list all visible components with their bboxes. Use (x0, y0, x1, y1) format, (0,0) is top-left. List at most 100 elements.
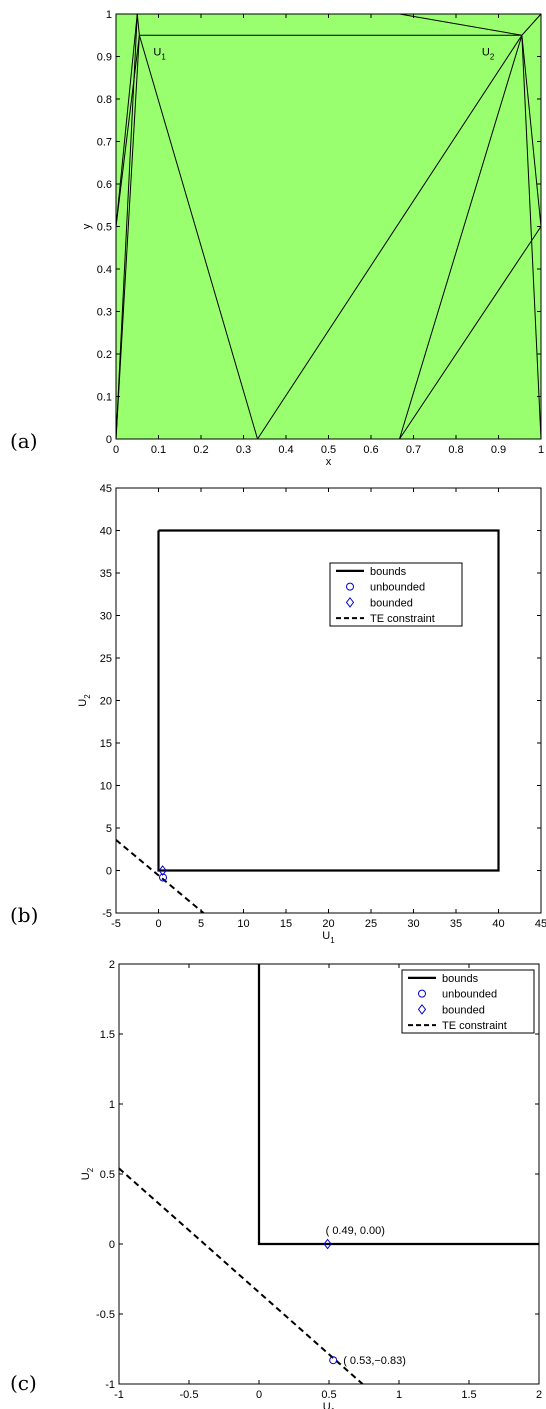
mesh-edge (521, 13, 542, 36)
a-ytick-label: 0.3 (97, 307, 112, 319)
c-xtick-label: 1.5 (461, 1389, 476, 1401)
b-legend-label: TE constraint (370, 613, 435, 625)
a-xtick-label: 0.9 (491, 444, 506, 456)
mesh-edge (399, 226, 542, 440)
c-annotation-bounded: ( 0.49, 0.00) (326, 1225, 385, 1237)
c-legend-swatch-unbounded (418, 989, 426, 998)
c-ytick-label: -0.5 (96, 1309, 115, 1321)
c-legend-box (401, 969, 535, 1034)
b-legend-swatch-bounded (345, 597, 355, 608)
a-xtick-label: 0.2 (193, 444, 208, 456)
panel-label-b: (b) (10, 903, 38, 927)
a-ytick-label: 0.1 (97, 392, 112, 404)
mesh-edge (115, 35, 140, 440)
mesh-edge (115, 35, 140, 227)
a-xtick-label: 0.8 (448, 444, 463, 456)
b-ytick-label: 5 (106, 823, 112, 835)
x-axis-label-b: U1 (322, 930, 335, 945)
mesh-edge (398, 35, 523, 440)
b-ytick-label: 15 (100, 738, 112, 750)
b-ytick-label: 0 (106, 866, 112, 878)
b-xtick-label: 40 (492, 918, 504, 930)
a-xtick-label: 0.7 (406, 444, 421, 456)
b-ytick-label: 10 (100, 781, 112, 793)
c-legend-label: unbounded (442, 989, 497, 1001)
c-ytick-label: 1 (109, 1099, 115, 1111)
mesh-edge (115, 13, 138, 440)
b-ytick-label: 35 (100, 568, 112, 580)
c-annotation-unbounded: ( 0.53,−0.83) (343, 1355, 406, 1367)
a-xtick-label: 1 (538, 444, 544, 456)
a-xtick-label: 0.6 (363, 444, 378, 456)
y-axis-label-a: y (81, 223, 93, 229)
mesh-edge (521, 35, 542, 440)
c-plot-area (119, 964, 539, 1384)
c-xtick-label: -0.5 (180, 1389, 199, 1401)
b-xtick-label: 0 (155, 918, 161, 930)
axes-frame-b (115, 487, 542, 914)
b-legend-swatch-unbounded (346, 582, 354, 591)
c-bounds-line (257, 964, 539, 1246)
b-ytick-label: 20 (100, 696, 112, 708)
c-ytick-label: 0.5 (100, 1169, 115, 1181)
mesh-edge (257, 34, 523, 440)
c-bounded-marker (323, 1238, 332, 1250)
c-xtick-label: 1 (396, 1389, 402, 1401)
c-legend-swatch-bounded (417, 1004, 427, 1015)
mesh-edge (399, 13, 522, 36)
b-xtick-label: 5 (198, 918, 204, 930)
b-legend-label: unbounded (370, 582, 425, 594)
panel-c-bounds-zoom: ( 0.49, 0.00) ( 0.53,−0.83) -1 -0.5 0 0.5 1 1.5… (80, 959, 542, 1409)
mesh-edge (138, 35, 259, 440)
b-legend-label: bounded (370, 597, 413, 609)
x-axis-label-c: U1 (323, 1401, 336, 1409)
a-ytick-label: 0.7 (97, 137, 112, 149)
c-ytick-label: 1.5 (100, 1029, 115, 1041)
b-xtick-label: 15 (280, 918, 292, 930)
a-xtick-label: 0.5 (321, 444, 336, 456)
c-legend-label: bounded (442, 1004, 485, 1016)
b-xtick-label: 25 (365, 918, 377, 930)
b-ytick-label: 25 (100, 653, 112, 665)
b-xtick-label: 30 (407, 918, 419, 930)
b-te-constraint-line (116, 839, 205, 913)
mesh-point-label-u1: U1 (153, 46, 166, 61)
b-legend-box (329, 562, 463, 627)
c-unbounded-marker (329, 1356, 338, 1365)
panel-label-a: (a) (10, 429, 38, 453)
b-ytick-label: 45 (100, 483, 112, 495)
b-xtick-label: 10 (237, 918, 249, 930)
x-axis-label-a: x (326, 456, 332, 468)
b-bounds-line (157, 529, 500, 872)
c-xtick-label: 0 (256, 1389, 262, 1401)
b-xtick-label: 35 (450, 918, 462, 930)
y-axis-label-c: U2 (80, 1167, 95, 1180)
mesh-edge (521, 35, 542, 227)
a-ytick-label: 0.5 (97, 222, 112, 234)
panel-b-bounds-plot: -5 0 5 10 15 20 25 30 35 40 45 -5 0 5 10 15 20 25 30 35 40 45… (77, 483, 546, 945)
a-ytick-label: 0.4 (97, 264, 112, 276)
c-ytick-label: -1 (105, 1379, 115, 1391)
mesh-point-label-u2: U2 (482, 46, 495, 61)
panel-a-mesh: 0 0.1 0.2 0.3 0.4 0.5 0.6 0.7 0.8 0.9 1 0 0.1 0.2 0.3 0… (81, 9, 544, 468)
b-legend-label: bounds (370, 566, 407, 578)
a-ytick-label: 1 (106, 9, 112, 21)
b-ytick-label: 30 (100, 611, 112, 623)
a-ytick-label: 0.2 (97, 349, 112, 361)
b-xtick-label: -5 (111, 918, 121, 930)
a-ytick-label: 0.9 (97, 52, 112, 64)
c-legend-label: TE constraint (442, 1020, 507, 1032)
y-axis-label-b: U2 (77, 694, 92, 707)
mesh-fill (116, 14, 541, 439)
c-xtick-label: -1 (114, 1389, 124, 1401)
a-xtick-label: 0.4 (278, 444, 293, 456)
b-ytick-label: 40 (100, 526, 112, 538)
a-xtick-label: 0 (113, 444, 119, 456)
a-xtick-label: 0.3 (236, 444, 251, 456)
mesh-edge (136, 13, 140, 36)
a-xtick-label: 0.1 (151, 444, 166, 456)
a-ytick-label: 0.8 (97, 94, 112, 106)
b-bounded-marker (158, 865, 167, 876)
b-ytick-label: -5 (102, 908, 112, 920)
